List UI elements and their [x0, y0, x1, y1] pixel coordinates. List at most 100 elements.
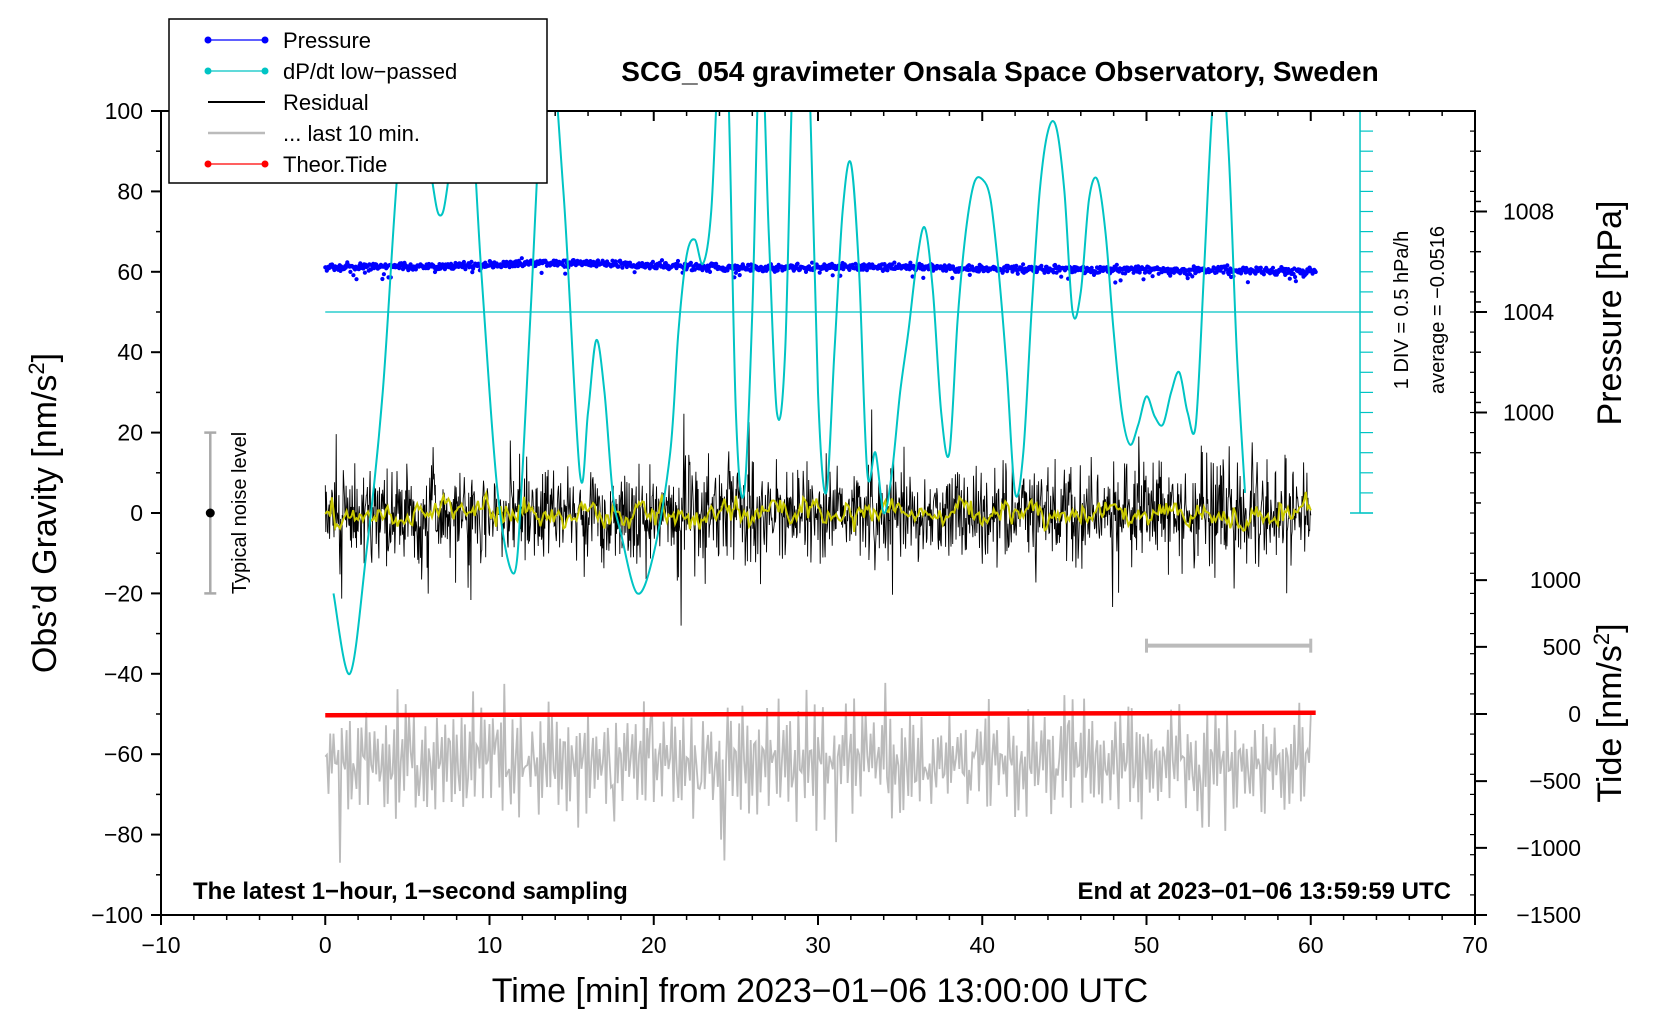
- pressure-point: [1118, 278, 1123, 283]
- legend-item-residual: Residual: [208, 90, 369, 115]
- legend-item-dpdt: dP/dt low−passed: [204, 59, 457, 84]
- y-axis-title: Obs’d Gravity [nm/s2]: [24, 353, 64, 673]
- pressure-point: [1261, 272, 1266, 277]
- pressure-point: [810, 260, 815, 265]
- pressure-point: [921, 275, 926, 280]
- pressure-point: [1001, 268, 1006, 273]
- legend-label: Theor.Tide: [283, 152, 387, 177]
- y-tick-label: 80: [117, 178, 143, 204]
- pressure-point: [632, 270, 637, 275]
- y-tick-label: 0: [130, 500, 143, 526]
- pressure-point: [1015, 271, 1020, 276]
- pressure-point: [354, 277, 359, 282]
- pressure-point: [795, 261, 800, 266]
- pressure-point: [470, 270, 475, 275]
- pressure-point: [358, 261, 363, 266]
- residual-smoothed-series: [324, 489, 1312, 533]
- pressure-point: [1113, 280, 1118, 285]
- pressure-point: [1226, 272, 1231, 277]
- pressure-point: [1054, 270, 1059, 275]
- y-tick-label: −60: [104, 741, 143, 767]
- pressure-point: [519, 256, 524, 261]
- decoration-layer: [204, 110, 1374, 653]
- pressure-point: [563, 271, 568, 276]
- last10-series: [324, 682, 1312, 863]
- y-tick-label: 20: [117, 420, 143, 446]
- pressure-point: [351, 273, 356, 278]
- pressure-point: [688, 260, 694, 265]
- pressure-point: [1244, 265, 1249, 271]
- pressure-point: [967, 272, 972, 277]
- pressure-point: [908, 260, 913, 265]
- x-tick-label: 50: [1134, 932, 1160, 958]
- pressure-point: [1245, 280, 1250, 285]
- pressure-point: [1221, 270, 1226, 275]
- y-tick-label: −100: [91, 902, 143, 928]
- y-tick-label: −20: [104, 580, 143, 606]
- pressure-point: [737, 273, 742, 278]
- tide-tick-label: −500: [1529, 768, 1581, 794]
- pressure-axis-title: Pressure [hPa]: [1591, 201, 1629, 426]
- pressure-point: [1185, 276, 1190, 281]
- pressure-point: [1014, 263, 1019, 268]
- sampling-note: The latest 1−hour, 1−second sampling: [193, 878, 628, 905]
- y-tick-label: 100: [105, 98, 143, 124]
- series-layer: [323, 111, 1318, 863]
- pressure-point: [1137, 270, 1142, 275]
- pressure-point: [1021, 262, 1026, 267]
- x-axis-title: Time [min] from 2023−01−06 13:00:00 UTC: [492, 972, 1148, 1010]
- end-time-note: End at 2023−01−06 13:59:59 UTC: [1077, 878, 1451, 905]
- pressure-point: [1150, 274, 1155, 279]
- legend-label: ... last 10 min.: [283, 121, 420, 146]
- legend-label: Residual: [283, 90, 369, 115]
- tide-tick-label: −1000: [1516, 835, 1581, 861]
- pressure-point: [650, 259, 656, 264]
- pressure-point: [725, 268, 730, 273]
- pressure-point: [1039, 263, 1044, 268]
- pressure-point: [539, 270, 544, 275]
- pressure-point: [1141, 277, 1146, 282]
- x-tick-label: 40: [969, 932, 995, 958]
- legend: Pressure dP/dt low−passed Residual ... l…: [168, 18, 548, 184]
- pressure-point: [469, 259, 474, 264]
- pressure-point: [675, 258, 681, 264]
- pressure-series: [323, 256, 1318, 285]
- tide-tick-label: 0: [1568, 701, 1581, 727]
- pressure-point: [1114, 262, 1119, 267]
- tide-series: [325, 710, 1316, 718]
- pressure-point: [1224, 267, 1229, 272]
- x-tick-label: 20: [641, 932, 667, 958]
- legend-label: Pressure: [283, 28, 371, 53]
- pressure-point: [620, 265, 625, 270]
- legend-item-tide: Theor.Tide: [204, 152, 387, 177]
- noise-level-label: Typical noise level: [229, 432, 251, 594]
- chart-title: SCG_054 gravimeter Onsala Space Observat…: [621, 56, 1378, 87]
- pressure-point: [1287, 276, 1292, 281]
- pressure-point: [1005, 269, 1010, 274]
- pressure-point: [733, 270, 739, 275]
- pressure-point: [1168, 273, 1173, 278]
- pressure-point: [817, 270, 822, 275]
- y-tick-label: 60: [117, 259, 143, 285]
- x-tick-label: 30: [805, 932, 831, 958]
- x-tick-label: 70: [1462, 932, 1488, 958]
- x-tick-label: 60: [1298, 932, 1324, 958]
- pressure-point: [1051, 270, 1056, 275]
- y-tick-label: −80: [104, 822, 143, 848]
- pressure-point: [1258, 265, 1263, 270]
- pressure-point: [562, 264, 567, 269]
- pressure-point: [1190, 274, 1195, 279]
- pressure-tick-label: 1000: [1503, 400, 1554, 426]
- pressure-point: [659, 258, 665, 263]
- pressure-point: [950, 275, 955, 281]
- pressure-point: [1293, 274, 1298, 280]
- pressure-point: [830, 273, 835, 278]
- pressure-point: [380, 276, 385, 282]
- pressure-point: [381, 272, 386, 277]
- pressure-point: [1313, 269, 1318, 275]
- pressure-point: [463, 267, 468, 272]
- dpdt-div-label: 1 DIV = 0.5 hPa/h: [1391, 231, 1413, 389]
- legend-item-last10: ... last 10 min.: [208, 121, 420, 146]
- tide-axis-title: Tide [nm/s2]: [1589, 623, 1629, 802]
